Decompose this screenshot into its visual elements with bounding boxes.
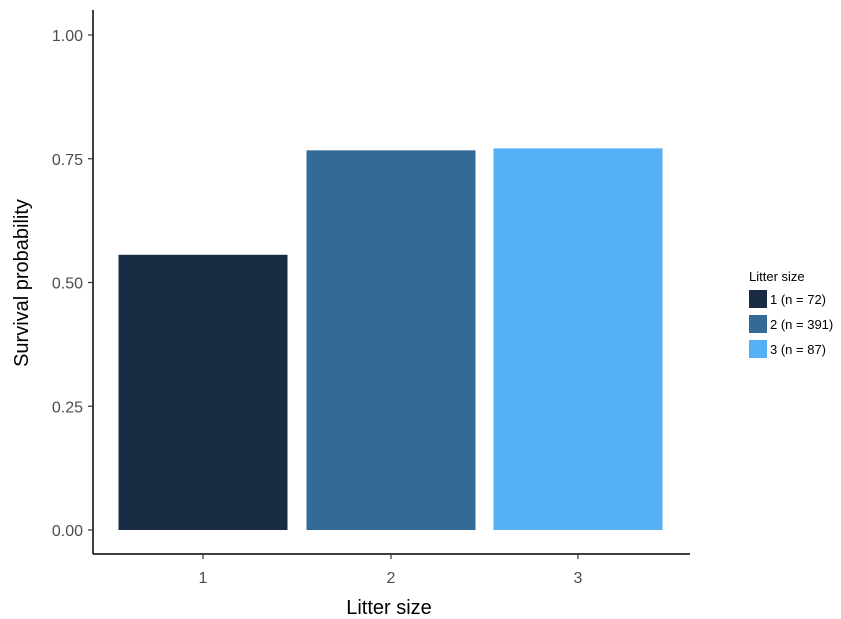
legend-label-2: 2 (n = 391) — [770, 317, 833, 332]
x-axis-title: Litter size — [346, 597, 432, 619]
y-ticks-layer: 0.00 0.25 0.50 0.75 1.00 — [52, 28, 93, 540]
y-tick-label: 0.00 — [52, 523, 83, 540]
y-tick-label: 0.75 — [52, 152, 83, 169]
legend-swatch-3 — [749, 340, 767, 358]
legend-label-1: 1 (n = 72) — [770, 292, 826, 307]
x-tick-label: 2 — [387, 570, 396, 587]
legend-label-3: 3 (n = 87) — [770, 342, 826, 357]
legend-title: Litter size — [749, 269, 805, 284]
x-tick-label: 3 — [574, 570, 583, 587]
y-tick-label: 0.25 — [52, 399, 83, 416]
bars-layer — [118, 148, 663, 531]
y-tick-label: 0.50 — [52, 276, 83, 293]
legend: Litter size 1 (n = 72) 2 (n = 391) 3 (n = … — [749, 269, 833, 358]
bar-litter-size-3 — [493, 148, 663, 531]
legend-swatch-2 — [749, 315, 767, 333]
y-axis-title: Survival probability — [11, 199, 33, 367]
bar-litter-size-1 — [118, 254, 288, 530]
legend-swatch-1 — [749, 290, 767, 308]
bar-litter-size-2 — [306, 150, 476, 530]
x-tick-label: 1 — [199, 570, 208, 587]
y-tick-label: 1.00 — [52, 28, 83, 45]
x-ticks-layer: 1 2 3 — [199, 554, 583, 587]
